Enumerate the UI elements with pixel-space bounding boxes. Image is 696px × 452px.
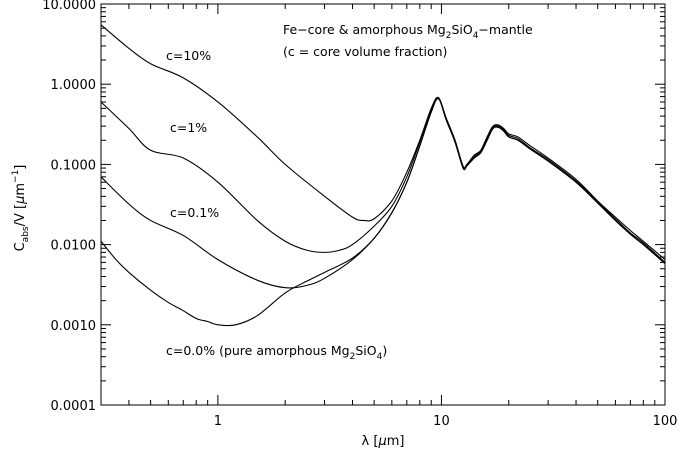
y-tick-label: 0.1000: [51, 158, 97, 173]
y-tick-label: 0.0100: [51, 239, 97, 254]
annotation-c1: c=1%: [170, 120, 207, 135]
axis-ticks: [100, 3, 666, 406]
plot-frame: [100, 3, 666, 406]
y-tick-label: 1.0000: [51, 78, 97, 93]
series-line-3: [100, 98, 666, 327]
y-tick-label: 0.0010: [51, 319, 97, 334]
y-axis-label: Cabs/V [μm−1]: [11, 165, 31, 252]
y-tick-label: 10.0000: [42, 0, 96, 13]
axis-tick-labels: 1 10 100 0.0001 0.0010 0.0100 0.1000 1.0000 10.0…: [42, 0, 677, 429]
annotation-c10: c=10%: [166, 48, 211, 63]
series-lines: [100, 24, 666, 327]
annotation-c0: c=0.0% (pure amorphous Mg2SiO4): [166, 343, 387, 362]
y-tick-label: 0.0001: [51, 399, 97, 414]
annotation-title-line1: Fe−core & amorphous Mg2SiO4−mantle: [283, 22, 533, 41]
x-axis-label: λ [μm]: [362, 434, 405, 449]
annotation-title-line2: (c = core volume fraction): [283, 44, 447, 59]
x-tick-label: 1: [214, 414, 222, 429]
x-tick-label: 10: [433, 414, 450, 429]
series-line-1: [100, 97, 666, 263]
annotation-c01: c=0.1%: [170, 205, 219, 220]
x-tick-label: 100: [653, 414, 678, 429]
